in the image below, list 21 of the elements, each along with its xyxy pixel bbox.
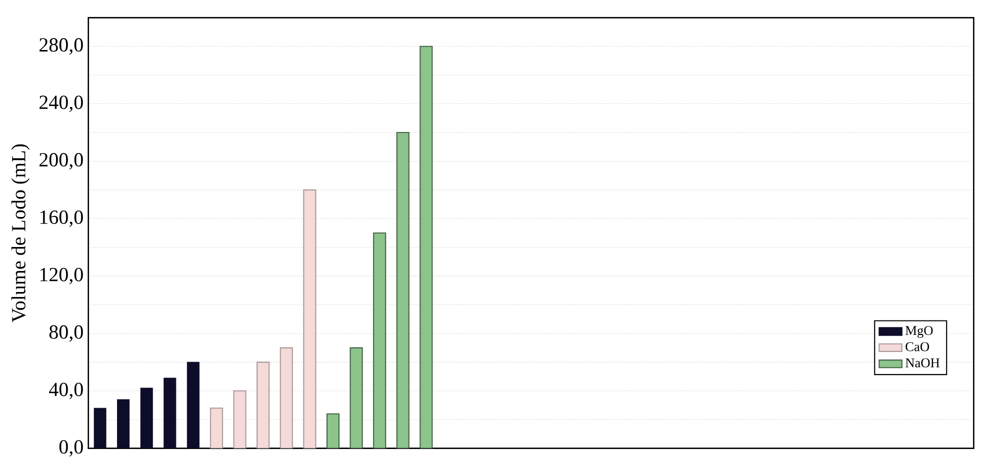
y-tick-label: 280,0 — [40, 38, 83, 55]
y-tick-label: 200,0 — [40, 153, 83, 170]
y-tick-label: 120,0 — [40, 268, 83, 284]
y-tick-label: 240,0 — [40, 96, 83, 112]
bar — [233, 390, 246, 448]
y-tick-label: 0,0 — [59, 440, 83, 457]
bar — [420, 46, 433, 448]
bar — [303, 189, 316, 448]
legend-label: MgO — [905, 326, 933, 338]
bar — [256, 362, 270, 448]
y-tick-label: 160,0 — [40, 210, 83, 227]
y-tick-label: 80,0 — [49, 325, 83, 342]
bar — [350, 347, 363, 448]
y-tick-label: 40,0 — [49, 382, 83, 400]
legend-label: CaO — [906, 342, 930, 352]
bar — [396, 132, 410, 448]
bar — [373, 232, 386, 448]
bar — [280, 347, 293, 448]
bar — [210, 408, 224, 448]
y-axis-title: Volume de Lodo (mL) — [11, 144, 30, 322]
legend-label: NaOH — [905, 358, 940, 368]
